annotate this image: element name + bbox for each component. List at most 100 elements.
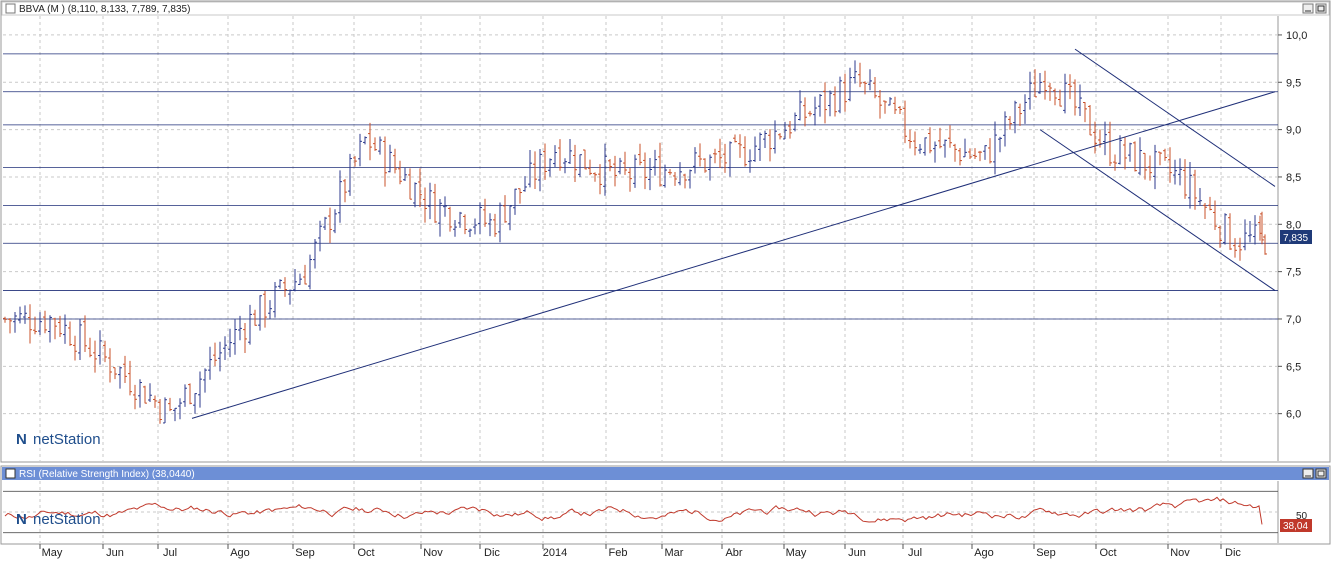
y-tick-label-3: 7,5 xyxy=(1286,267,1301,279)
y-tick-label-1: 6,5 xyxy=(1286,361,1301,373)
ohlc-bar-102 xyxy=(513,188,517,215)
ohlc-bar-248 xyxy=(1243,219,1247,251)
ohlc-bar-136 xyxy=(683,173,687,189)
ohlc-bars xyxy=(3,60,1267,424)
ohlc-bar-214 xyxy=(1073,79,1077,116)
ohlc-bar-168 xyxy=(843,73,847,112)
ohlc-bar-196 xyxy=(983,145,987,160)
ohlc-bar-100 xyxy=(503,195,507,223)
ohlc-bar-204 xyxy=(1023,94,1027,124)
ohlc-bar-24 xyxy=(123,355,127,384)
ohlc-bar-56 xyxy=(283,277,287,297)
ohlc-bar-212 xyxy=(1063,73,1067,114)
rsi-line xyxy=(4,496,1263,525)
ohlc-bar-178 xyxy=(893,96,897,114)
ohlc-bar-148 xyxy=(743,136,747,167)
main-panel-title-bar xyxy=(1,1,1330,16)
rsi-panel-menu-icon[interactable] xyxy=(5,468,16,479)
ohlc-bar-142 xyxy=(713,148,717,164)
ohlc-bar-50 xyxy=(253,309,257,326)
ohlc-bar-163 xyxy=(818,94,822,117)
ohlc-bar-158 xyxy=(793,112,797,132)
x-axis: May Jun Jul Ago Sep Oct Nov Dic 2014 Feb Mar Abr May… xyxy=(39,544,1241,559)
maximize-icon[interactable] xyxy=(1315,3,1327,14)
x-tick-label-5: Oct xyxy=(357,547,374,559)
ohlc-bar-229 xyxy=(1148,155,1152,181)
ohlc-bar-252 xyxy=(1263,234,1267,255)
ohlc-bar-35 xyxy=(178,398,182,420)
ohlc-bar-21 xyxy=(108,348,112,383)
ohlc-bar-114 xyxy=(573,144,577,183)
ohlc-bar-58 xyxy=(293,269,297,292)
ohlc-bar-145 xyxy=(728,141,732,177)
ohlc-bar-73 xyxy=(368,122,372,161)
ohlc-bar-165 xyxy=(828,90,832,117)
x-tick-label-1: Jun xyxy=(106,547,124,559)
ohlc-bar-228 xyxy=(1143,152,1147,180)
ohlc-bar-22 xyxy=(113,367,117,380)
ohlc-bar-195 xyxy=(978,150,982,162)
trendline-0 xyxy=(191,91,1276,419)
x-tick-label-0: May xyxy=(42,547,63,559)
ohlc-bar-208 xyxy=(1043,70,1047,100)
ohlc-bar-233 xyxy=(1168,147,1172,183)
ohlc-bar-118 xyxy=(593,172,597,182)
ohlc-bar-185 xyxy=(928,127,932,154)
ohlc-bar-129 xyxy=(648,158,652,191)
ohlc-bar-137 xyxy=(688,169,692,189)
ohlc-bar-176 xyxy=(883,100,887,114)
ohlc-bar-150 xyxy=(753,136,757,162)
x-tick-label-19: Dic xyxy=(1225,547,1241,559)
ohlc-bar-76 xyxy=(383,136,387,187)
ohlc-bar-139 xyxy=(698,143,702,167)
y-tick-label-2: 7,0 xyxy=(1286,314,1301,326)
rsi-maximize-glyph xyxy=(1317,470,1325,477)
ohlc-bar-209 xyxy=(1048,82,1052,101)
ohlc-bar-132 xyxy=(663,164,667,188)
trendline-1 xyxy=(1074,48,1276,187)
ohlc-bar-60 xyxy=(303,264,307,285)
ohlc-bar-17 xyxy=(88,337,92,358)
ohlc-bar-93 xyxy=(468,228,472,237)
ohlc-bar-52 xyxy=(263,290,267,328)
ohlc-bar-11 xyxy=(58,315,62,338)
ohlc-bar-128 xyxy=(643,152,647,190)
ohlc-bar-177 xyxy=(888,97,892,106)
ohlc-bar-138 xyxy=(693,147,697,174)
ohlc-bar-153 xyxy=(768,129,772,162)
ohlc-bar-16 xyxy=(83,315,87,353)
ohlc-bar-205 xyxy=(1028,71,1032,110)
ohlc-bar-89 xyxy=(448,206,452,232)
x-tick-label-16: Sep xyxy=(1036,547,1056,559)
ohlc-bar-39 xyxy=(198,371,202,408)
x-tick-label-15: Ago xyxy=(974,547,994,559)
ohlc-bar-98 xyxy=(493,213,497,237)
ohlc-bar-130 xyxy=(653,149,657,176)
panel-menu-icon[interactable] xyxy=(5,3,16,14)
ohlc-bar-48 xyxy=(243,322,247,353)
ohlc-bar-244 xyxy=(1223,213,1227,245)
x-tick-label-12: May xyxy=(786,547,807,559)
ohlc-bar-107 xyxy=(538,148,542,192)
ohlc-bar-25 xyxy=(128,360,132,396)
rsi-minimize-icon[interactable] xyxy=(1302,468,1314,479)
ohlc-bar-239 xyxy=(1198,188,1202,205)
ohlc-bar-159 xyxy=(798,90,802,121)
ohlc-bar-26 xyxy=(133,384,137,410)
minimize-icon[interactable] xyxy=(1302,3,1314,14)
ohlc-bar-226 xyxy=(1133,141,1137,172)
ohlc-bar-191 xyxy=(958,147,962,166)
ohlc-bar-141 xyxy=(708,154,712,181)
ohlc-bar-200 xyxy=(1003,111,1007,147)
rsi-maximize-icon[interactable] xyxy=(1315,468,1327,479)
ohlc-bar-174 xyxy=(873,76,877,99)
ohlc-bar-201 xyxy=(1008,116,1012,130)
ohlc-bar-96 xyxy=(483,198,487,227)
ohlc-bar-9 xyxy=(48,315,52,343)
rsi-netstation-logo: N netStation xyxy=(16,511,101,528)
ohlc-bar-61 xyxy=(308,254,312,290)
ohlc-bar-161 xyxy=(808,110,812,117)
ohlc-bar-243 xyxy=(1218,225,1222,248)
x-tick-label-10: Mar xyxy=(665,547,684,559)
ohlc-bar-7 xyxy=(38,312,42,336)
